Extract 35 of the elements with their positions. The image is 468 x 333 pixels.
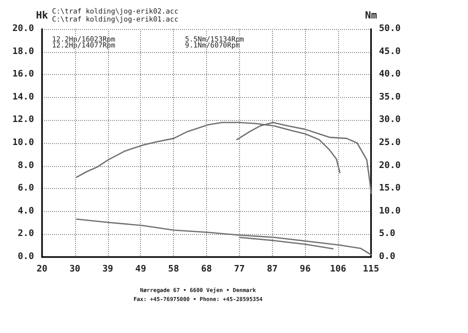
x-tick-label: 68 (201, 264, 212, 274)
x-tick-label: 58 (168, 264, 180, 274)
x-tick-label: 49 (135, 264, 146, 274)
y-tick-label: 2.0 (18, 229, 34, 240)
y-tick-label: 16.0 (12, 70, 34, 80)
y-axis-title: Hk (36, 10, 48, 22)
y2-tick-label: 25.0 (379, 138, 401, 148)
y2-tick-label: 30.0 (379, 115, 401, 126)
y2-tick-label: 35.0 (379, 92, 401, 102)
y-tick-label: 20.0 (12, 24, 34, 34)
y2-tick-label: 20.0 (379, 160, 401, 171)
x-tick-label: 106 (330, 264, 346, 274)
y-tick-label: 10.0 (12, 138, 34, 148)
y2-tick-label: 5.0 (379, 229, 396, 240)
x-tick-label: 77 (234, 264, 245, 274)
y-tick-label: 0.0 (18, 252, 34, 262)
y-tick-label: 4.0 (18, 206, 34, 216)
y-tick-label: 8.0 (18, 160, 34, 171)
y2-tick-label: 10.0 (379, 206, 401, 216)
x-tick-label: 30 (69, 264, 80, 274)
x-tick-label: 115 (362, 264, 380, 274)
x-tick-label: 39 (102, 264, 114, 274)
y2-tick-label: 0.0 (379, 252, 396, 262)
y2-tick-label: 50.0 (379, 24, 401, 34)
y-tick-label: 12.0 (12, 115, 34, 126)
x-tick-label: 96 (300, 264, 311, 274)
y2-tick-label: 40.0 (379, 70, 401, 80)
y-tick-label: 6.0 (18, 184, 34, 194)
y2-tick-label: 15.0 (379, 184, 401, 194)
y2-axis-title: Nm (364, 10, 378, 22)
y2-tick-label: 45.0 (379, 46, 401, 57)
y-tick-label: 18.0 (12, 46, 34, 57)
x-tick-label: 87 (266, 264, 278, 274)
y-tick-label: 14.0 (12, 92, 34, 102)
x-tick-label: 20 (36, 264, 48, 274)
